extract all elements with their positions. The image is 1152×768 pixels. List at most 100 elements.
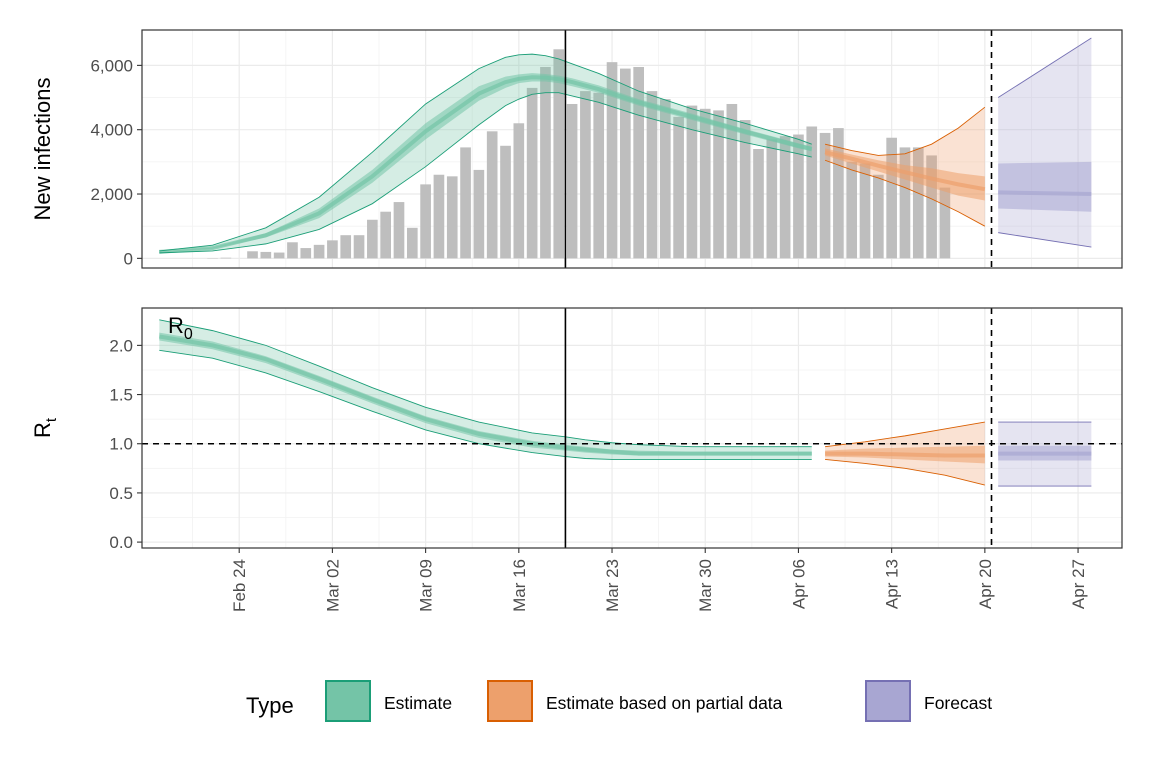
rt-y-axis-title-main: R [30, 422, 55, 438]
rt-ytick-label: 1.5 [109, 386, 133, 405]
observed-bar [353, 235, 365, 259]
legend-label: Forecast [924, 693, 992, 713]
infections-band-median [824, 150, 986, 192]
x-tick-label: Apr 20 [976, 559, 995, 609]
observed-bar [393, 202, 405, 259]
observed-bar [633, 66, 644, 259]
rt-y-axis: 0.0 0.5 1.0 1.5 2.0 [109, 336, 142, 552]
infections-bands [159, 37, 1092, 254]
observed-bar [726, 103, 738, 259]
rt-band-median [158, 334, 812, 456]
x-tick-label: Apr 13 [883, 559, 902, 609]
infections-ytick-label: 6,000 [90, 56, 133, 75]
infections-band-median [159, 75, 813, 254]
infections-band-lower-edge [998, 232, 1092, 248]
observed-bar [939, 187, 951, 259]
infections-band-upper-edge [824, 106, 986, 156]
infections-band-50 [159, 73, 812, 253]
observed-bar [713, 110, 724, 259]
infections-band-median [998, 190, 1092, 197]
observed-bar [686, 105, 698, 259]
rt-band-lower-edge [825, 459, 985, 486]
infections-ytick-label: 0 [124, 249, 133, 268]
observed-bar [806, 126, 818, 259]
x-tick-label: Mar 23 [603, 559, 622, 612]
infections-band-upper-edge [997, 37, 1092, 98]
observed-bar [606, 62, 618, 259]
observed-bar [247, 251, 258, 259]
observed-bar [526, 87, 538, 259]
observed-bar [593, 92, 605, 259]
observed-bar [540, 66, 551, 259]
observed-bar [819, 132, 831, 259]
infections-panel-background [142, 30, 1122, 268]
legend: Type Estimate Estimate based on partial d… [246, 680, 992, 722]
x-tick-label: Mar 16 [510, 559, 529, 612]
infections-ytick-label: 2,000 [90, 185, 133, 204]
observed-bar [273, 252, 285, 259]
infections-panel-border [141, 29, 1123, 269]
legend-title: Type [246, 693, 294, 718]
observed-bar [912, 147, 924, 259]
x-tick-label: Apr 06 [789, 559, 808, 609]
observed-bar [287, 242, 298, 259]
x-tick-label: Apr 27 [1069, 559, 1088, 609]
infections-ytick-label: 4,000 [90, 121, 133, 140]
observed-bar [513, 123, 525, 259]
infections-band-50 [998, 161, 1092, 212]
observed-bar [367, 219, 378, 259]
observed-bar [846, 161, 858, 259]
observed-bar [460, 147, 471, 259]
observed-bar [620, 68, 631, 259]
infections-band-lower-edge [824, 159, 986, 227]
rt-gridlines [142, 308, 1122, 548]
observed-bar [739, 120, 751, 259]
observed-bar [766, 139, 778, 259]
legend-swatch [325, 680, 371, 722]
rt-panel: 0.00.51.01.52.0 Rt R0 [30, 307, 1123, 552]
observed-bar [327, 240, 338, 259]
rt-bands [158, 319, 1092, 487]
infections-band-upper-edge [159, 53, 812, 252]
x-tick-label: Mar 30 [696, 559, 715, 612]
r0-annotation: R0 [168, 313, 193, 343]
observed-bar [500, 145, 511, 259]
rt-ytick-label: 0.0 [109, 533, 133, 552]
observed-bar [433, 174, 445, 259]
observed-bar [926, 155, 937, 259]
observed-bar [753, 149, 764, 259]
infections-band-lower-edge [159, 92, 812, 254]
observed-bar [699, 108, 711, 259]
observed-bar [566, 103, 578, 259]
observed-bar [580, 91, 591, 259]
infections-panel: 0 2,000 4,000 6,000 New infections [30, 29, 1123, 269]
date-x-axis: Feb 24 Mar 02 Mar 09 Mar 16 Mar 23 Mar 30 Apr … [230, 548, 1088, 612]
observed-bar [406, 227, 418, 259]
rt-y-axis-title: Rt [30, 417, 60, 438]
observed-bar [553, 49, 565, 259]
rt-ytick-label: 2.0 [109, 336, 133, 355]
observed-bar [873, 174, 884, 259]
observed-bar [659, 99, 671, 259]
x-tick-label: Mar 09 [417, 559, 436, 612]
observed-bar [899, 147, 911, 259]
observed-bar [886, 137, 897, 259]
observed-cases-bars [207, 49, 951, 259]
rt-ytick-label: 1.0 [109, 435, 133, 454]
rt-ytick-label: 0.5 [109, 484, 133, 503]
observed-bar [380, 211, 391, 259]
observed-bar [859, 163, 871, 259]
observed-bar [340, 235, 352, 259]
rt-band-upper-edge [159, 319, 812, 448]
observed-bar [473, 169, 485, 259]
observed-bar [300, 248, 312, 259]
observed-bar [260, 251, 272, 259]
observed-bar [673, 116, 684, 259]
infections-vlines [564, 30, 993, 268]
legend-label: Estimate based on partial data [546, 693, 783, 713]
legend-swatch [487, 680, 533, 722]
x-tick-label: Feb 24 [230, 559, 249, 612]
r0-annotation-subscript: 0 [184, 326, 193, 343]
observed-bar [646, 91, 658, 259]
